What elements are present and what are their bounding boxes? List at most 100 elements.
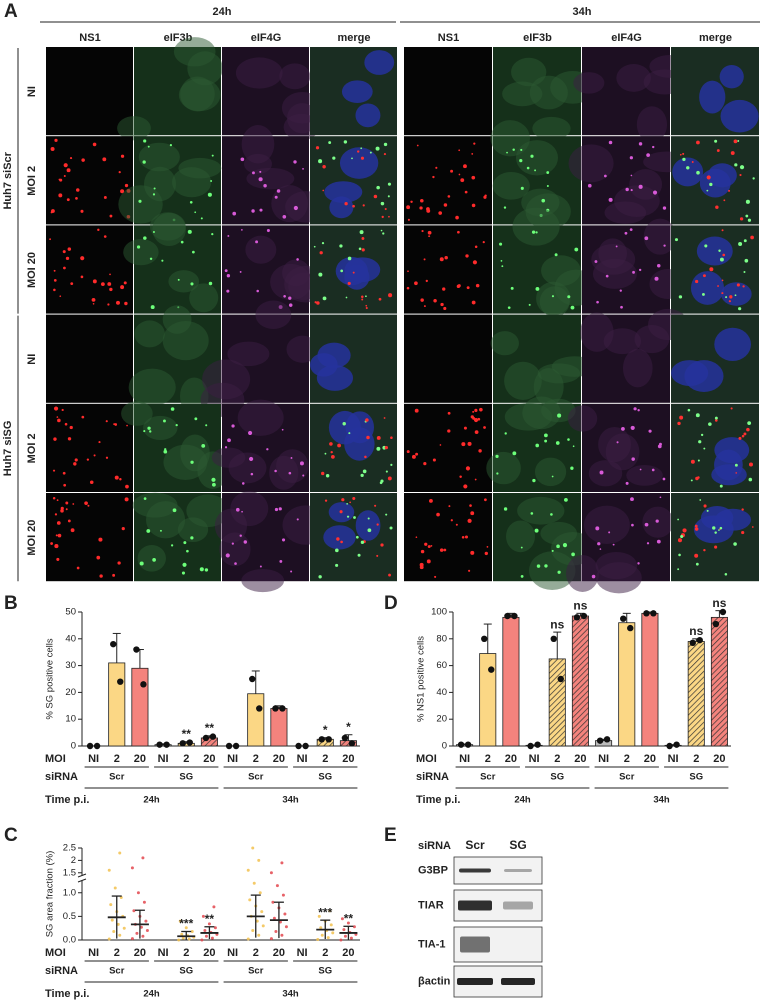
speckle xyxy=(662,206,667,210)
speckle xyxy=(439,257,444,262)
speckle xyxy=(212,482,216,487)
speckle xyxy=(682,152,685,155)
speckle xyxy=(714,419,718,422)
tile-texture xyxy=(309,342,354,391)
speckle xyxy=(376,436,381,440)
cytoplasm xyxy=(567,405,598,432)
micrograph-tile xyxy=(568,136,692,225)
tile-texture xyxy=(674,229,754,311)
speckle xyxy=(651,468,655,472)
tile-background xyxy=(404,136,492,225)
speckle xyxy=(512,451,517,456)
data-point xyxy=(112,929,116,933)
cytoplasm xyxy=(237,399,284,436)
speckle xyxy=(172,508,177,513)
y-tick-label: 30 xyxy=(65,660,76,671)
speckle xyxy=(57,533,62,538)
speckle xyxy=(730,151,735,156)
row-label: siRNA xyxy=(416,771,449,783)
speckle xyxy=(322,165,326,169)
speckle xyxy=(457,230,460,234)
speckle xyxy=(150,305,155,310)
nucleus xyxy=(324,181,363,203)
speckle xyxy=(734,463,738,467)
speckle xyxy=(703,447,706,450)
speckle xyxy=(256,289,259,293)
speckle xyxy=(373,194,378,199)
speckle xyxy=(654,276,659,281)
micrograph-tile xyxy=(566,493,674,594)
speckle xyxy=(456,284,461,289)
speckle xyxy=(471,175,476,180)
speckle xyxy=(208,281,213,286)
bar xyxy=(108,662,126,747)
nucleus xyxy=(699,168,731,198)
data-point xyxy=(109,903,113,907)
speckle xyxy=(483,498,487,502)
speckle xyxy=(388,293,393,298)
x-tick-label: 2 xyxy=(554,753,560,765)
data-point xyxy=(666,742,673,750)
tile-texture xyxy=(677,407,753,488)
cytoplasm xyxy=(279,63,311,90)
speckle xyxy=(471,153,474,155)
cytoplasm xyxy=(512,207,560,246)
speckle xyxy=(331,455,335,459)
speckle xyxy=(415,452,419,456)
data-point xyxy=(316,938,320,942)
speckle xyxy=(109,287,113,292)
speckle xyxy=(169,144,172,147)
speckle xyxy=(376,185,380,190)
speckle xyxy=(751,526,754,528)
data-point xyxy=(283,912,287,916)
speckle xyxy=(472,410,475,413)
speckle xyxy=(655,519,659,523)
row-label: NI xyxy=(26,354,38,365)
x-tick-label: NI xyxy=(598,753,609,765)
channel-header: eIF3b xyxy=(523,32,552,44)
bar xyxy=(270,708,288,747)
data-point xyxy=(145,929,149,933)
speckle xyxy=(98,537,103,542)
speckle xyxy=(541,198,546,203)
tile-texture xyxy=(211,399,309,490)
speckle xyxy=(124,497,129,502)
speckle xyxy=(367,517,370,520)
speckle xyxy=(411,454,416,459)
speckle xyxy=(507,306,511,309)
cytoplasm xyxy=(173,37,216,67)
data-point xyxy=(180,932,184,936)
speckle xyxy=(430,544,433,547)
speckle xyxy=(255,240,259,244)
speckle xyxy=(143,430,146,433)
speckle xyxy=(242,482,245,485)
speckle xyxy=(416,144,419,147)
speckle xyxy=(365,418,369,422)
speckle xyxy=(53,278,57,282)
data-point xyxy=(256,705,263,712)
speckle xyxy=(721,229,724,232)
speckle xyxy=(136,245,141,249)
speckle xyxy=(631,457,635,461)
data-point xyxy=(200,938,204,942)
speckle xyxy=(356,150,360,153)
speckle xyxy=(748,462,753,467)
data-point xyxy=(271,900,275,904)
data-point xyxy=(257,933,261,937)
nucleus xyxy=(341,80,373,104)
speckle xyxy=(414,408,419,413)
x-tick-label: 2 xyxy=(322,753,328,765)
data-point xyxy=(181,936,185,940)
tile-background xyxy=(404,314,492,403)
significance: ns xyxy=(712,596,726,610)
speckle xyxy=(383,142,388,147)
cytoplasm xyxy=(505,520,536,553)
cytoplasm xyxy=(134,320,165,348)
speckle xyxy=(648,429,652,433)
speckle xyxy=(450,169,454,173)
micrograph-tile xyxy=(46,403,133,492)
speckle xyxy=(466,286,470,290)
speckle xyxy=(638,142,643,146)
speckle xyxy=(322,189,325,192)
